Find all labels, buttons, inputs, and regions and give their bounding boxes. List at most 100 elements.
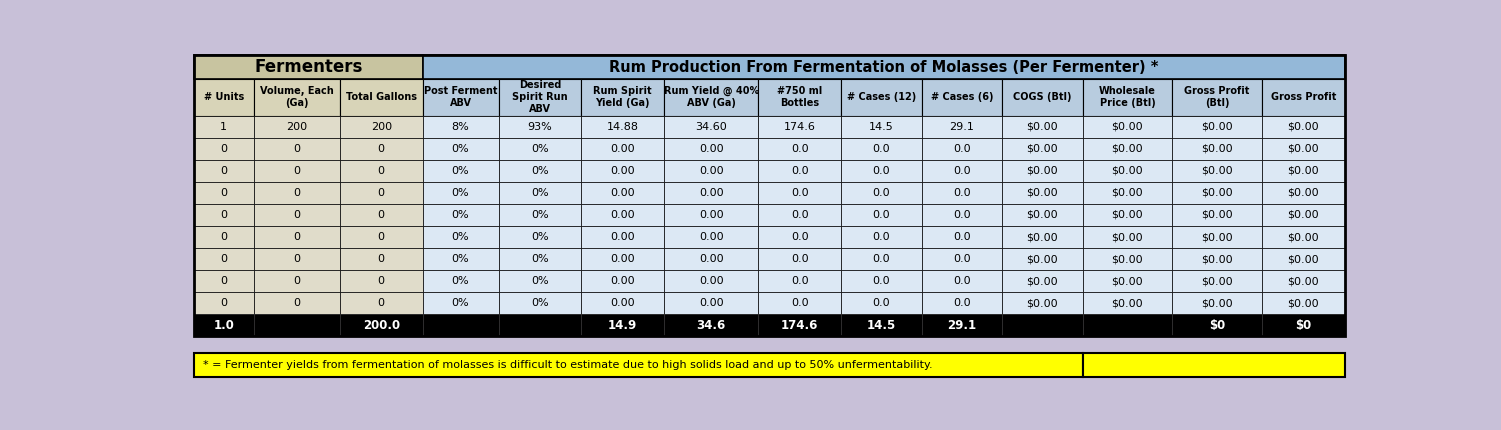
Bar xyxy=(1262,182,1345,204)
Text: $0: $0 xyxy=(1295,319,1312,332)
Text: 14.5: 14.5 xyxy=(866,319,896,332)
Bar xyxy=(581,160,663,182)
Text: 14.9: 14.9 xyxy=(608,319,638,332)
Bar xyxy=(339,138,423,160)
Bar xyxy=(498,138,581,160)
Text: $0.00: $0.00 xyxy=(1288,210,1319,220)
Text: 0%: 0% xyxy=(452,166,470,176)
Text: 1: 1 xyxy=(221,122,227,132)
Bar xyxy=(922,160,1003,182)
Text: Desired
Spirit Run
ABV: Desired Spirit Run ABV xyxy=(512,80,567,114)
Bar xyxy=(194,116,254,138)
Bar xyxy=(1172,270,1262,292)
Text: 0: 0 xyxy=(221,210,227,220)
Text: 0.0: 0.0 xyxy=(953,298,971,308)
Text: $0.00: $0.00 xyxy=(1112,166,1144,176)
Text: 29.1: 29.1 xyxy=(947,319,977,332)
Bar xyxy=(922,116,1003,138)
Bar xyxy=(194,353,1082,377)
Text: Total Gallons: Total Gallons xyxy=(345,92,417,102)
Text: 0: 0 xyxy=(221,276,227,286)
Text: 0.0: 0.0 xyxy=(872,232,890,242)
Bar xyxy=(194,314,254,337)
Text: $0.00: $0.00 xyxy=(1027,276,1058,286)
Bar xyxy=(581,182,663,204)
Bar xyxy=(922,248,1003,270)
Text: 0%: 0% xyxy=(452,232,470,242)
Text: 0.0: 0.0 xyxy=(791,232,809,242)
Text: Gross Profit
(Btl): Gross Profit (Btl) xyxy=(1184,86,1250,108)
Text: 0.00: 0.00 xyxy=(611,298,635,308)
Bar xyxy=(423,270,498,292)
Text: 0: 0 xyxy=(293,276,300,286)
Bar xyxy=(663,138,758,160)
Bar xyxy=(339,79,423,116)
Bar xyxy=(922,314,1003,337)
Text: 0.00: 0.00 xyxy=(699,276,723,286)
Text: 0%: 0% xyxy=(452,188,470,198)
Bar xyxy=(339,270,423,292)
Bar xyxy=(254,270,339,292)
Bar xyxy=(423,160,498,182)
Text: 0: 0 xyxy=(221,144,227,154)
Text: $0: $0 xyxy=(1208,319,1225,332)
Bar xyxy=(841,226,922,248)
Bar xyxy=(1003,248,1082,270)
Text: 200.0: 200.0 xyxy=(363,319,399,332)
Bar xyxy=(841,292,922,314)
Text: 0.00: 0.00 xyxy=(699,210,723,220)
Bar xyxy=(1082,116,1172,138)
Text: 0.00: 0.00 xyxy=(611,166,635,176)
Bar xyxy=(254,79,339,116)
Text: 93%: 93% xyxy=(527,122,552,132)
Bar xyxy=(922,270,1003,292)
Text: 0.0: 0.0 xyxy=(953,276,971,286)
Bar xyxy=(423,182,498,204)
Bar xyxy=(922,204,1003,226)
Bar xyxy=(498,160,581,182)
Bar xyxy=(423,226,498,248)
Bar xyxy=(339,204,423,226)
Text: 0.0: 0.0 xyxy=(953,232,971,242)
Text: Post Ferment
ABV: Post Ferment ABV xyxy=(423,86,497,108)
Bar xyxy=(1003,79,1082,116)
Bar xyxy=(423,116,498,138)
Bar xyxy=(841,248,922,270)
Bar xyxy=(423,248,498,270)
Text: $0.00: $0.00 xyxy=(1027,298,1058,308)
Text: $0.00: $0.00 xyxy=(1201,188,1232,198)
Text: $0.00: $0.00 xyxy=(1288,166,1319,176)
Bar xyxy=(339,226,423,248)
Bar xyxy=(498,182,581,204)
Text: $0.00: $0.00 xyxy=(1201,254,1232,264)
Text: $0.00: $0.00 xyxy=(1201,276,1232,286)
Bar xyxy=(922,79,1003,116)
Bar xyxy=(1082,79,1172,116)
Text: $0.00: $0.00 xyxy=(1288,232,1319,242)
Text: # Cases (12): # Cases (12) xyxy=(847,92,916,102)
Text: $0.00: $0.00 xyxy=(1027,144,1058,154)
Text: $0.00: $0.00 xyxy=(1201,144,1232,154)
Bar xyxy=(922,226,1003,248)
Text: $0.00: $0.00 xyxy=(1027,254,1058,264)
Bar xyxy=(1082,314,1172,337)
Text: $0.00: $0.00 xyxy=(1027,188,1058,198)
Bar xyxy=(581,270,663,292)
Bar xyxy=(339,160,423,182)
Text: 0.00: 0.00 xyxy=(611,232,635,242)
Text: 0: 0 xyxy=(221,166,227,176)
Text: 8%: 8% xyxy=(452,122,470,132)
Bar xyxy=(339,116,423,138)
Bar xyxy=(1262,160,1345,182)
Text: $0.00: $0.00 xyxy=(1027,210,1058,220)
Text: $0.00: $0.00 xyxy=(1112,254,1144,264)
Bar xyxy=(1082,160,1172,182)
Text: $0.00: $0.00 xyxy=(1112,232,1144,242)
Bar xyxy=(1003,116,1082,138)
Text: 29.1: 29.1 xyxy=(950,122,974,132)
Text: 0: 0 xyxy=(293,232,300,242)
Text: 0.0: 0.0 xyxy=(791,298,809,308)
Text: 0.0: 0.0 xyxy=(791,166,809,176)
Text: 0%: 0% xyxy=(452,210,470,220)
Text: Volume, Each
(Ga): Volume, Each (Ga) xyxy=(260,86,333,108)
